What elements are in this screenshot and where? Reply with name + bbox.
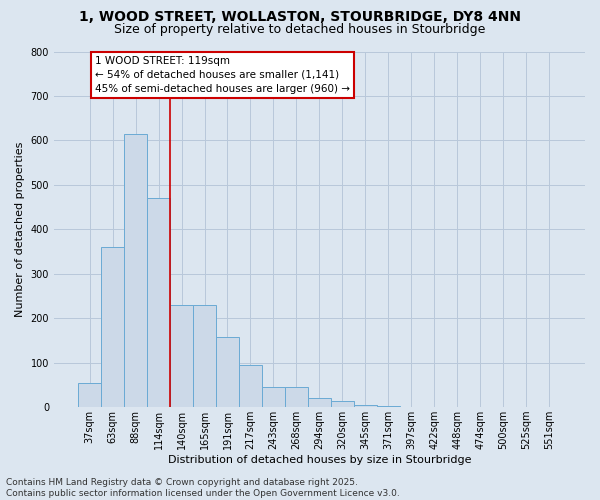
X-axis label: Distribution of detached houses by size in Stourbridge: Distribution of detached houses by size … — [168, 455, 471, 465]
Bar — [170, 305, 193, 407]
Bar — [331, 401, 354, 407]
Bar — [239, 365, 262, 407]
Text: Contains HM Land Registry data © Crown copyright and database right 2025.
Contai: Contains HM Land Registry data © Crown c… — [6, 478, 400, 498]
Text: 1, WOOD STREET, WOLLASTON, STOURBRIDGE, DY8 4NN: 1, WOOD STREET, WOLLASTON, STOURBRIDGE, … — [79, 10, 521, 24]
Bar — [285, 387, 308, 407]
Bar — [262, 387, 285, 407]
Text: 1 WOOD STREET: 119sqm
← 54% of detached houses are smaller (1,141)
45% of semi-d: 1 WOOD STREET: 119sqm ← 54% of detached … — [95, 56, 350, 94]
Bar — [124, 134, 147, 407]
Bar — [377, 406, 400, 407]
Bar — [78, 382, 101, 407]
Bar — [101, 247, 124, 407]
Bar — [354, 405, 377, 407]
Bar — [147, 198, 170, 407]
Text: Size of property relative to detached houses in Stourbridge: Size of property relative to detached ho… — [115, 22, 485, 36]
Bar — [216, 337, 239, 407]
Bar — [308, 398, 331, 407]
Bar — [193, 305, 216, 407]
Y-axis label: Number of detached properties: Number of detached properties — [15, 142, 25, 317]
